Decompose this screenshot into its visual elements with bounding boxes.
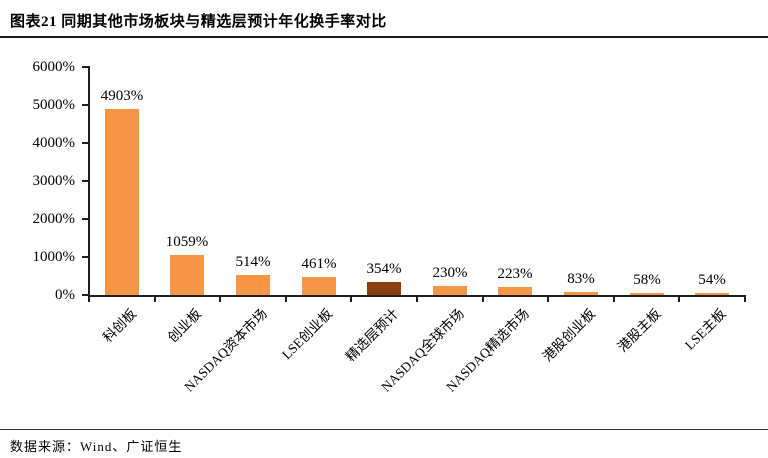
x-axis-tick-mark [678, 295, 681, 302]
x-axis-tick-mark [350, 295, 353, 302]
bar-value-label: 1059% [165, 234, 209, 250]
x-axis-category-label: 精选层预计 [342, 306, 401, 365]
y-axis-tick-mark [82, 218, 89, 220]
y-axis-tick-mark [82, 142, 89, 144]
x-axis-category-label: LSE主板 [681, 306, 729, 353]
bar [367, 282, 401, 295]
y-axis-tick-mark [82, 294, 89, 296]
footer-divider-line [0, 429, 768, 430]
chart-title: 图表21 同期其他市场板块与精选层预计年化换手率对比 [10, 14, 387, 30]
x-axis-category-label: 创业板 [164, 306, 204, 346]
bar [105, 109, 139, 295]
bar-value-label: 83% [567, 271, 595, 287]
x-axis-tick-mark [416, 295, 418, 302]
x-axis-tick-mark [744, 295, 746, 302]
x-axis-tick-mark [88, 295, 90, 302]
data-source-label: 数据来源：Wind、广证恒生 [10, 439, 183, 454]
bar-value-label: 223% [497, 266, 533, 282]
title-divider-line [0, 36, 768, 38]
x-axis-tick-mark [612, 295, 615, 302]
y-axis-tick-label: 1000% [32, 249, 76, 265]
bar-value-label: 514% [235, 254, 271, 270]
y-axis-line [88, 66, 90, 297]
y-axis-tick-label: 0% [55, 287, 75, 303]
x-axis-tick-mark [153, 295, 156, 302]
x-axis-tick-mark [547, 295, 550, 302]
y-axis-tick-label: 6000% [32, 59, 76, 75]
bar-value-label: 54% [698, 272, 726, 288]
bar [236, 275, 270, 295]
bar-value-label: 4903% [100, 88, 144, 104]
bar [630, 293, 664, 295]
y-axis-tick-label: 4000% [32, 135, 76, 151]
bar [170, 255, 204, 295]
y-axis-tick-mark [82, 66, 89, 68]
bar [564, 292, 598, 295]
x-axis-tick-mark [219, 295, 222, 302]
bar [498, 287, 532, 295]
x-axis-category-label: LSE创业板 [279, 306, 336, 363]
x-axis-tick-mark [481, 295, 484, 302]
x-axis-category-label: 科创板 [99, 306, 139, 346]
bar-value-label: 354% [366, 261, 402, 277]
y-axis-tick-mark [82, 180, 89, 182]
y-axis-tick-mark [82, 104, 89, 106]
y-axis-tick-label: 3000% [32, 173, 76, 189]
y-axis-tick-label: 5000% [32, 97, 76, 113]
bar-value-label: 58% [633, 272, 661, 288]
bar [302, 277, 336, 295]
bar [433, 286, 467, 295]
x-axis-category-label: 港股主板 [614, 306, 664, 355]
bar-value-label: 230% [432, 265, 468, 281]
x-axis-category-label: 港股创业板 [539, 306, 598, 365]
bar [695, 293, 729, 295]
y-axis-tick-label: 2000% [32, 211, 76, 227]
y-axis-tick-mark [82, 256, 89, 258]
bar-value-label: 461% [301, 256, 337, 272]
x-axis-tick-mark [284, 295, 287, 302]
